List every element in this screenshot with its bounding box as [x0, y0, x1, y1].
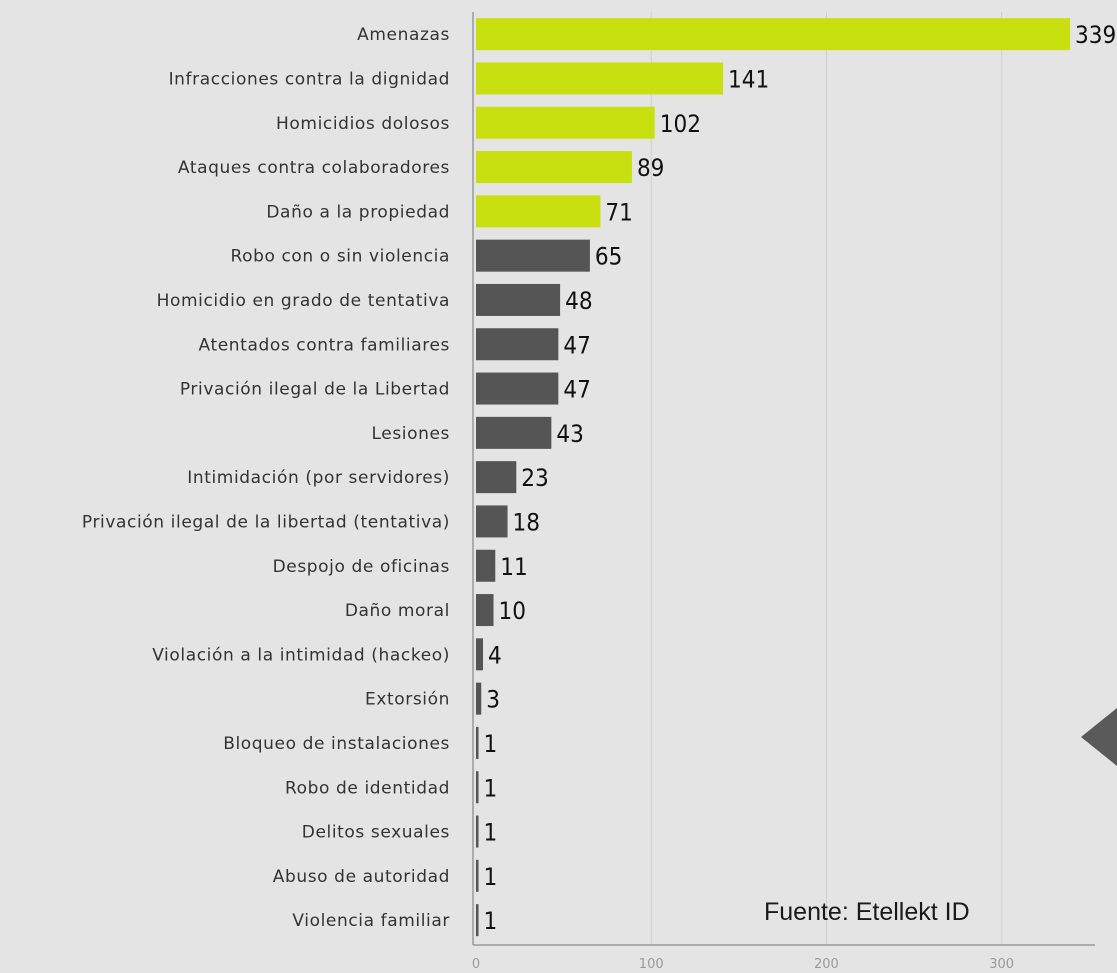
- tick-labels: 0 100 200 300: [472, 957, 1014, 972]
- bar: [476, 195, 601, 228]
- bar: [476, 461, 517, 494]
- bar: [476, 638, 484, 671]
- category-label: Infracciones contra la dignidad: [169, 69, 450, 89]
- bar: [476, 62, 724, 95]
- value-label: 23: [521, 464, 548, 492]
- category-label: Violencia familiar: [292, 911, 450, 931]
- value-label: 47: [563, 376, 590, 404]
- category-label: Abuso de autoridad: [273, 867, 450, 887]
- bar: [476, 18, 1070, 51]
- source-note: Fuente: Etellekt ID: [764, 898, 970, 926]
- bar: [476, 505, 508, 538]
- category-label: Ataques contra colaboradores: [178, 158, 450, 178]
- bar: [476, 239, 590, 272]
- bar: [476, 815, 479, 848]
- value-label: 1: [484, 774, 498, 802]
- category-label: Daño a la propiedad: [266, 202, 450, 222]
- category-label: Delitos sexuales: [302, 823, 450, 843]
- bar: [476, 771, 479, 804]
- category-label: Bloqueo de instalaciones: [223, 734, 450, 754]
- bar: [476, 372, 559, 405]
- category-label: Violación a la intimidad (hackeo): [152, 645, 450, 665]
- value-label: 4: [488, 641, 502, 669]
- category-label: Daño moral: [345, 601, 450, 621]
- value-label: 1: [484, 730, 498, 758]
- x-tick-label: 200: [814, 957, 839, 972]
- category-labels: Amenazas Infracciones contra la dignidad H…: [82, 25, 450, 931]
- value-label: 48: [565, 287, 592, 315]
- value-label: 1: [484, 819, 498, 847]
- value-label: 1: [484, 863, 498, 891]
- value-label: 71: [605, 198, 632, 226]
- bar: [476, 416, 552, 449]
- category-label: Amenazas: [357, 25, 450, 45]
- category-label: Privación ilegal de la Libertad: [180, 380, 450, 400]
- bar: [476, 904, 479, 937]
- value-label: 10: [499, 597, 526, 625]
- bar: [476, 283, 561, 316]
- value-label: 339: [1075, 21, 1116, 49]
- category-label: Homicidios dolosos: [276, 114, 450, 134]
- x-tick-label: 0: [472, 957, 480, 972]
- x-tick-label: 300: [989, 957, 1014, 972]
- bar: [476, 859, 479, 892]
- axes: [472, 12, 1095, 946]
- value-label: 47: [563, 331, 590, 359]
- x-tick-label: 100: [639, 957, 664, 972]
- bar: [476, 594, 494, 627]
- category-label: Robo de identidad: [285, 778, 450, 798]
- category-label: Lesiones: [371, 424, 450, 444]
- value-label: 65: [595, 243, 622, 271]
- value-label: 102: [660, 110, 701, 138]
- grid-lines: [650, 12, 1003, 945]
- value-label: 3: [486, 686, 500, 714]
- category-label: Robo con o sin violencia: [230, 247, 450, 267]
- category-label: Atentados contra familiares: [199, 335, 450, 355]
- bar: [476, 726, 479, 759]
- category-label: Homicidio en grado de tentativa: [157, 291, 450, 311]
- carousel-arrow-icon[interactable]: [1081, 708, 1117, 766]
- value-label: 18: [513, 508, 540, 536]
- bar: [476, 549, 496, 582]
- bar: [476, 682, 482, 715]
- bar: [476, 106, 655, 139]
- value-label: 141: [728, 65, 769, 93]
- category-label: Extorsión: [365, 690, 450, 710]
- value-label: 89: [637, 154, 664, 182]
- bar: [476, 328, 559, 361]
- bar: [476, 151, 632, 184]
- value-label: 11: [500, 553, 527, 581]
- bars: [476, 18, 1070, 937]
- value-label: 1: [484, 907, 498, 935]
- value-label: 43: [556, 420, 583, 448]
- category-label: Intimidación (por servidores): [187, 468, 450, 488]
- category-label: Despojo de oficinas: [273, 557, 450, 577]
- category-label: Privación ilegal de la libertad (tentati…: [82, 512, 450, 532]
